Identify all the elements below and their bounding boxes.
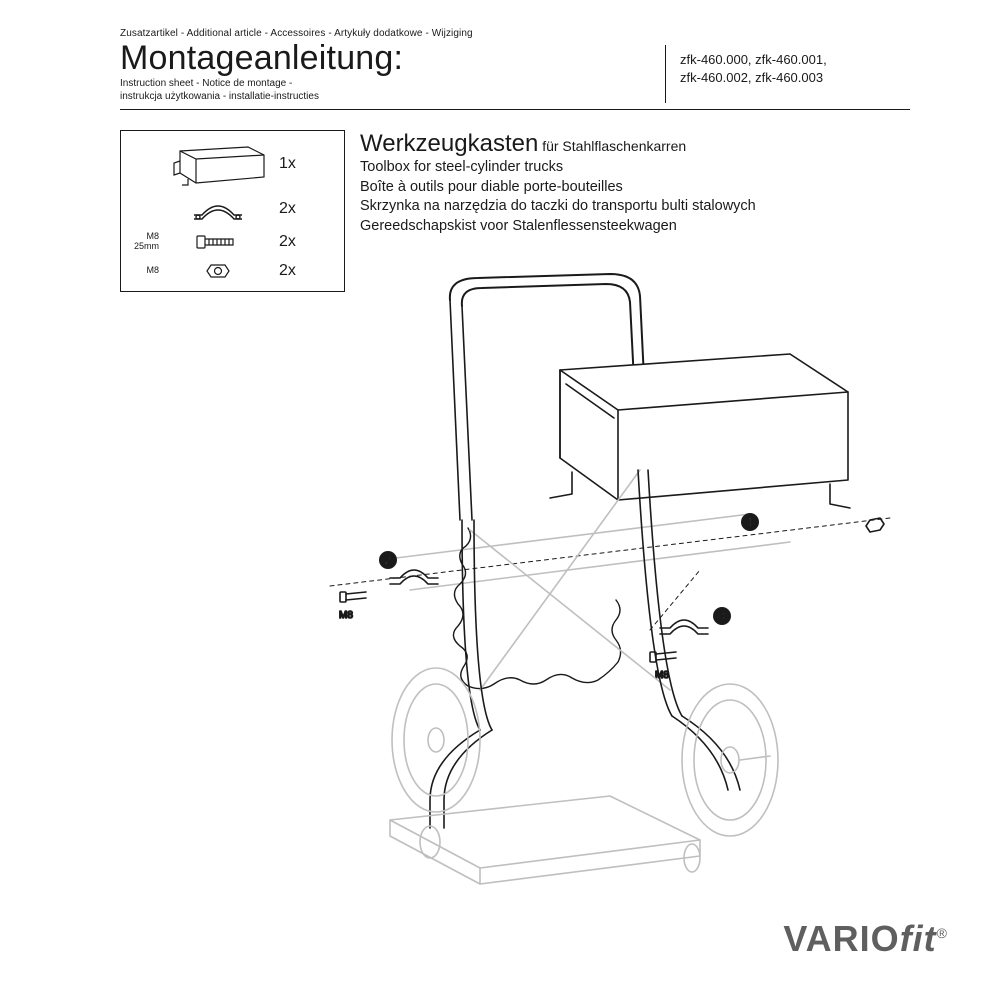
header-divider (665, 45, 666, 103)
logo-vario: VARIO (783, 918, 899, 959)
toolbox-icon (163, 141, 273, 187)
nut-label-m8: M8 (129, 266, 159, 276)
clamp-qty: 2x (273, 200, 313, 218)
nut-icon (163, 261, 273, 281)
part-row-toolbox: 1x (129, 141, 336, 187)
diagram-m8-left: M8 (339, 610, 353, 621)
part-row-clamp: 2x (129, 195, 336, 223)
logo-registered: ® (937, 925, 948, 941)
part-row-bolt: M8 25mm 2x (129, 231, 336, 253)
desc-title-sub: für Stahlflaschenkarren (538, 138, 686, 154)
desc-pl: Skrzynka na narzędzia do taczki do trans… (360, 197, 910, 217)
assembly-diagram: 1 2 M8 (230, 260, 910, 900)
parts-list: 1x 2x M8 (120, 130, 345, 292)
product-codes-2: zfk-460.002, zfk-460.003 (680, 69, 910, 87)
desc-title-main: Werkzeugkasten (360, 130, 538, 157)
callout-3: 3 (719, 609, 726, 623)
clamp-icon (163, 195, 273, 223)
description-block: Werkzeugkasten für Stahlflaschenkarren T… (360, 130, 910, 236)
bolt-label-25mm: 25mm (129, 242, 159, 252)
bolt-icon (163, 231, 273, 253)
page-title: Montageanleitung: (120, 41, 651, 75)
brand-logo: VARIOfit® (783, 918, 948, 960)
header-topline: Zusatzartikel - Additional article - Acc… (120, 28, 910, 39)
header-row: Montageanleitung: Instruction sheet - No… (120, 41, 910, 110)
header-sub-1: Instruction sheet - Notice de montage - (120, 77, 651, 90)
product-codes-1: zfk-460.000, zfk-460.001, (680, 51, 910, 69)
callout-2: 2 (385, 553, 392, 567)
part-row-nut: M8 2x (129, 261, 336, 281)
toolbox-qty: 1x (273, 155, 313, 173)
bolt-qty: 2x (273, 233, 313, 251)
desc-en: Toolbox for steel-cylinder trucks (360, 158, 910, 178)
logo-fit: fit (900, 918, 937, 959)
desc-nl: Gereedschapskist voor Stalenflessensteek… (360, 217, 910, 237)
header-sub-2: instrukcja użytkowania - installatie-ins… (120, 90, 651, 103)
desc-fr: Boîte à outils pour diable porte-bouteil… (360, 178, 910, 198)
nut-qty: 2x (273, 262, 313, 280)
callout-1: 1 (747, 515, 754, 529)
